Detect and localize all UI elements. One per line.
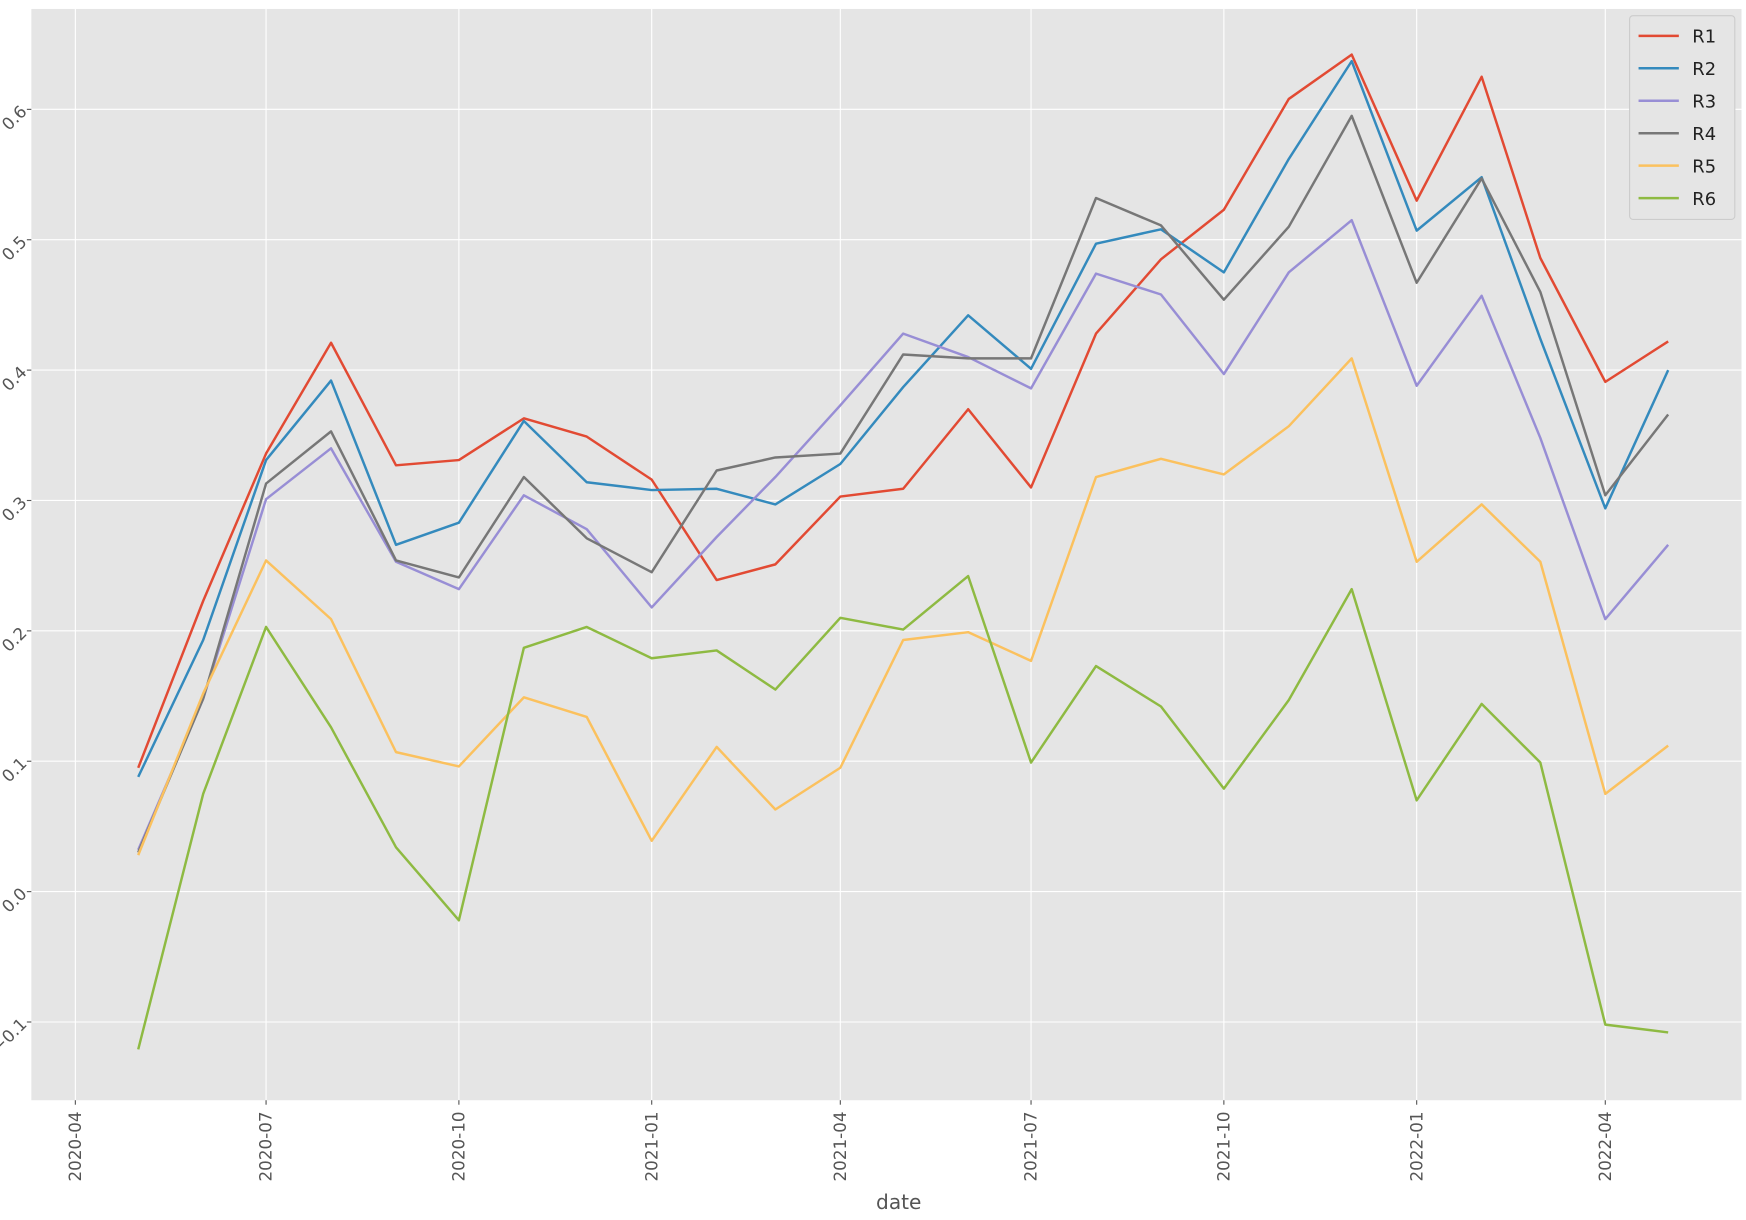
plot-background [31,8,1742,1101]
legend-label: R6 [1692,189,1716,210]
x-tick-label: 2022-01 [1406,1111,1426,1181]
x-tick-label: 2021-04 [830,1111,850,1181]
series-line [137,574,1669,1050]
legend-label: R4 [1692,124,1716,145]
x-axis-label: date [876,1190,921,1214]
legend-label: R2 [1692,59,1716,80]
y-tick-label: 0.0 [0,883,31,916]
y-tick-label: 0.2 [0,623,31,656]
y-tick-label: 0.3 [0,492,31,525]
x-tick-label: 2020-10 [448,1111,468,1181]
y-tick-label: 0.5 [0,232,31,265]
legend-label: R3 [1692,91,1716,112]
legend-label: R5 [1692,156,1716,177]
series-line [137,114,1670,853]
x-tick-label: 2020-04 [65,1111,85,1181]
x-tick-label: 2022-04 [1595,1111,1615,1181]
legend-box [1629,15,1736,220]
y-tick-label: 0.4 [0,362,31,395]
legend: R1 R2 R3 R4 R5 R6 [1629,15,1736,220]
legend-label: R1 [1692,27,1716,48]
series-line [137,59,1670,778]
x-tick-label: 2021-10 [1213,1111,1233,1181]
x-tick-label: 2021-01 [641,1111,661,1181]
y-tick-label: −0.1 [0,1014,31,1057]
series-line [137,218,1670,851]
series-line [137,53,1669,769]
series-line [137,357,1669,856]
y-tick-label: 0.1 [0,753,31,786]
x-tick-label: 2021-07 [1021,1111,1041,1181]
x-tick-label: 2020-07 [256,1111,276,1181]
y-tick-label: 0.6 [0,101,31,134]
